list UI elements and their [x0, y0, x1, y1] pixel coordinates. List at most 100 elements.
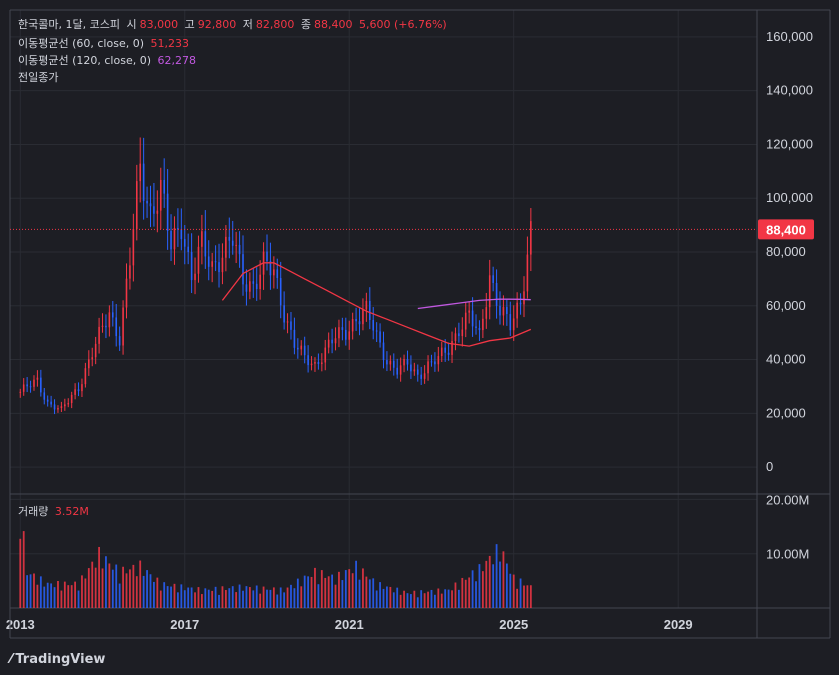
candle-body — [139, 163, 142, 182]
candle-body — [218, 262, 220, 273]
brand-name: TradingView — [15, 652, 106, 667]
volume-bar — [67, 585, 70, 608]
volume-bar — [255, 585, 258, 608]
candle-body — [471, 310, 474, 327]
candle-body — [321, 362, 323, 365]
candle-body — [46, 399, 49, 402]
candle-body — [348, 331, 351, 340]
candle-body — [125, 278, 128, 308]
candle-body — [365, 300, 368, 310]
candle-body — [207, 256, 210, 267]
candle-body — [396, 367, 399, 375]
last-price-badge — [758, 219, 814, 240]
volume-bar — [317, 584, 320, 608]
volume-bar — [43, 586, 46, 608]
candle-body — [526, 254, 529, 292]
candle-body — [327, 339, 330, 348]
candle-body — [375, 330, 378, 332]
candle-body — [231, 240, 234, 246]
candle-body — [245, 284, 248, 292]
volume-bar — [372, 578, 375, 608]
candle-body — [242, 254, 244, 285]
volume-bar — [252, 590, 255, 608]
candle-body — [180, 229, 183, 240]
candle-body — [458, 333, 460, 337]
candle-body — [84, 368, 87, 385]
volume-bar — [74, 581, 77, 608]
candle-body — [341, 327, 344, 330]
volume-bar — [60, 590, 63, 608]
candle-body — [506, 307, 508, 315]
volume-bar — [159, 590, 162, 608]
candle-body — [64, 404, 66, 407]
legend-close-value: 88,400 — [313, 18, 353, 31]
volume-bar — [276, 594, 279, 608]
plot-background — [10, 10, 757, 608]
candle-body — [91, 357, 94, 360]
volume-bar — [296, 578, 299, 608]
legend-ma120-row[interactable]: 이동평균선 (120, close, 0) 62,278 — [18, 53, 199, 69]
candle-body — [276, 269, 279, 279]
candle-body — [279, 278, 282, 306]
volume-bar — [190, 587, 193, 608]
candle-body — [43, 392, 46, 400]
legend-prev-close-row[interactable]: 전일종가 — [18, 70, 61, 86]
candle-body — [307, 355, 309, 366]
volume-bar — [355, 560, 357, 608]
volume-bar — [331, 574, 334, 608]
volume-bar — [509, 573, 512, 608]
volume-bar — [440, 593, 443, 608]
volume-bar — [396, 587, 399, 608]
candle-body — [183, 239, 186, 247]
volume-bar — [183, 590, 186, 608]
candle-body — [444, 347, 446, 353]
candle-body — [324, 347, 327, 363]
last-price-label: 88,400 — [766, 222, 806, 237]
legend-symbol[interactable]: 한국콜마, 1달, 코스피 — [18, 18, 120, 31]
volume-bar — [338, 571, 340, 608]
volume-bar — [129, 569, 131, 608]
candle-body — [389, 360, 392, 365]
candle-body — [451, 341, 453, 355]
volume-bar — [122, 566, 124, 608]
legend-low-label: 저 — [242, 18, 253, 31]
volume-bar — [57, 581, 59, 608]
volume-bar — [512, 574, 515, 608]
candle-body — [406, 358, 409, 365]
volume-bar — [238, 584, 241, 608]
volume-bar — [334, 584, 337, 608]
volume-bar — [108, 563, 111, 608]
candle-body — [382, 342, 385, 361]
candle-body — [177, 227, 179, 230]
legend-close-label: 종 — [300, 18, 311, 31]
volume-bar — [324, 577, 327, 608]
volume-bar — [410, 594, 412, 608]
candle-body — [81, 384, 83, 392]
legend-volume-row[interactable]: 거래량 3.52M — [18, 504, 92, 520]
candle-body — [358, 321, 361, 325]
legend-ma60-row[interactable]: 이동평균선 (60, close, 0) 51,233 — [18, 36, 192, 52]
ma60-line — [221, 262, 532, 347]
candle-body — [74, 389, 76, 395]
legend-volume-label: 거래량 — [18, 505, 49, 518]
volume-bar — [221, 586, 224, 608]
price-tick-label: 140,000 — [766, 83, 813, 98]
tradingview-brand[interactable]: ⁄⁄ TradingView — [10, 652, 105, 667]
candle-body — [197, 246, 200, 274]
volume-bar — [386, 586, 388, 608]
candle-body — [221, 257, 224, 273]
candle-body — [334, 338, 337, 344]
volume-bar — [423, 593, 426, 608]
candle-body — [77, 389, 80, 392]
volume-bar — [29, 574, 32, 608]
volume-bar — [105, 556, 107, 608]
volume-bar — [516, 588, 519, 608]
legend-ma120-label: 이동평균선 (120, close, 0) — [18, 54, 151, 67]
candle-body — [410, 364, 412, 372]
volume-bar — [170, 586, 172, 608]
candle-body — [416, 369, 419, 375]
time-tick-label: 2021 — [335, 617, 364, 632]
volume-bar — [341, 580, 344, 608]
